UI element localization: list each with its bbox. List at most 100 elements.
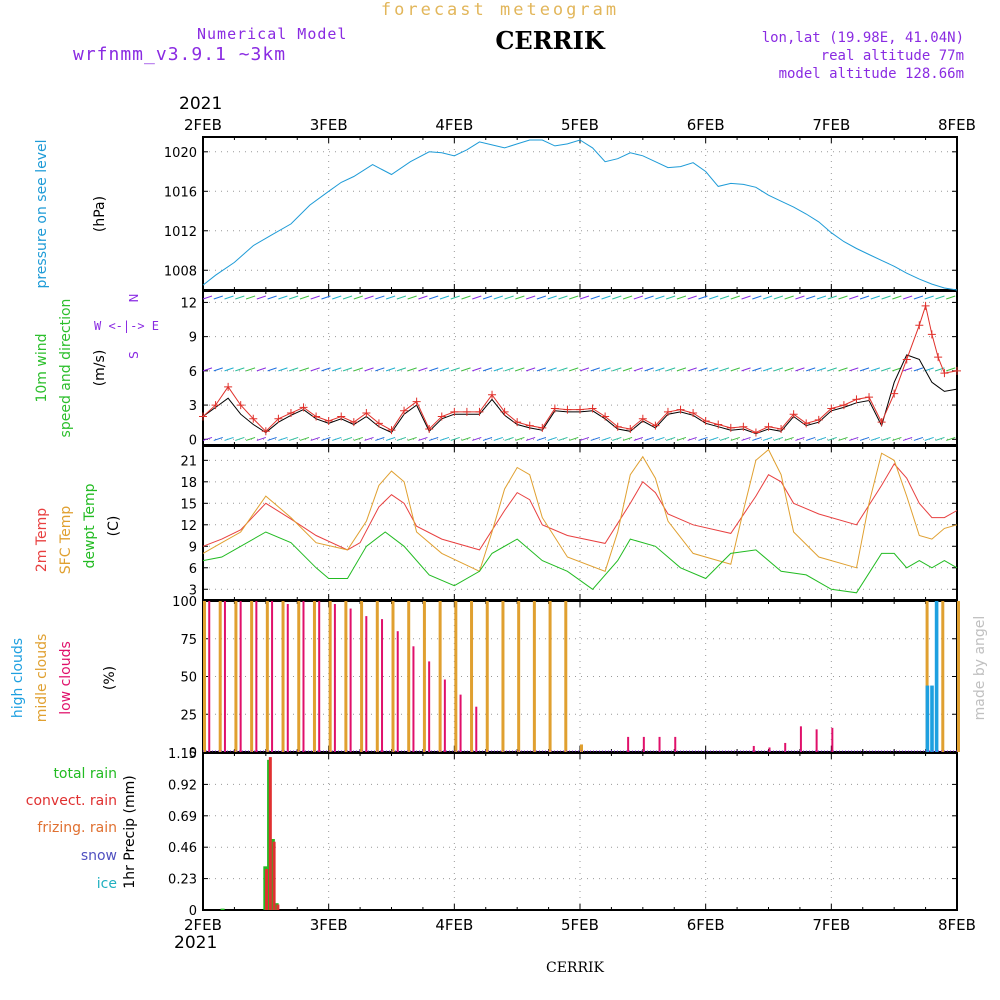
wind-direction-arrow [741,436,751,441]
wind-direction-arrow [558,367,568,372]
x-tick-label-top: 4FEB [435,116,473,134]
wind-direction-arrow [310,436,320,441]
wind-direction-arrow [612,295,622,300]
high-cloud-bar [930,685,934,752]
x-tick-label-bottom: 3FEB [310,916,348,934]
wind-speed-marker [576,405,584,414]
wind-direction-arrow [752,367,762,372]
wind-direction-arrow [267,295,277,300]
wind-direction-arrow [310,367,320,372]
wind-axis-label-line1: 10m wind [34,333,50,402]
wind-direction-arrow [579,295,590,300]
low-cloud-bar [255,601,258,752]
wind-direction-arrow [849,436,859,441]
low-cloud-bar [815,729,818,752]
footer-station: CERRIK [545,960,604,976]
wind-direction-arrow [730,436,740,441]
wind-direction-arrow [439,436,450,441]
wind-direction-arrow [450,295,460,300]
wind-speed-marker [601,412,610,421]
wind-direction-arrow [698,436,708,441]
wind-direction-arrow [946,436,956,441]
mid-cloud-bar [517,601,521,752]
wind-direction-arrow [353,367,363,372]
wind-direction-arrow [762,367,773,372]
mid-cloud-bar [391,601,395,752]
mid-cloud-bar [925,601,929,752]
wind-direction-arrow [827,436,837,441]
station-name: CERRIK [495,26,605,55]
y-tick-label: 3 [189,583,197,598]
wind-direction-arrow [569,367,579,372]
pressure-panel-frame [202,136,958,291]
mid-cloud-bar [203,601,206,752]
x-tick-label-bottom: 2FEB [184,916,222,934]
wind-direction-arrow [289,295,299,300]
wind-direction-arrow [935,436,945,441]
wind-direction-arrow [935,295,945,300]
wind-direction-arrow [245,367,256,372]
mid-cloud-bar [250,601,254,752]
wind-direction-arrow [525,367,536,372]
wind-direction-arrow [902,436,913,441]
high-cloud-bar [925,685,930,752]
wind-speed-marker [374,419,383,428]
real-altitude-label: real altitude 77m [820,48,964,64]
low-cloud-bar [333,604,336,752]
total-rain-bar [220,908,225,910]
wind-direction-arrow [590,436,600,441]
wind-direction-arrow [892,436,902,441]
mid-cloud-bar [454,601,458,752]
pressure-axis-label: pressure on see level [34,139,50,288]
wind-speed-marker [839,401,848,410]
wind-direction-arrow [741,295,751,300]
temp-axis-label-sfc: SFC Temp [58,506,74,575]
wind-speed-marker [488,390,497,399]
wind-direction-arrow [827,367,837,372]
wind-direction-arrow [504,367,514,372]
wind-speed-marker [676,405,685,414]
wind-direction-arrow [795,436,805,441]
low-cloud-bar [443,679,446,752]
wind-direction-arrow [202,295,213,300]
wind-direction-arrow [569,436,579,441]
wind-direction-arrow [859,295,870,300]
x-tick-label-bottom: 6FEB [687,916,725,934]
x-tick-label-bottom: 4FEB [435,916,473,934]
wind-direction-arrow [762,295,773,300]
wind-direction-arrow [719,367,730,372]
wind-direction-arrow [698,367,708,372]
wind-speed-marker [726,423,735,432]
wind-direction-arrow [482,367,493,372]
wind-direction-arrow [709,295,719,300]
wind-direction-arrow [730,295,740,300]
wind-direction-arrow [472,295,482,300]
wind-direction-arrow [569,295,579,300]
cloud-unit-label: (%) [102,666,118,690]
wind-direction-arrow [224,295,234,300]
mid-cloud-bar [344,601,348,752]
wind-direction-arrow [892,367,902,372]
wind-direction-arrow [633,367,644,372]
wind-direction-arrow [913,295,924,300]
y-tick-label: 6 [189,365,197,380]
wind-direction-arrow [407,436,417,441]
wind-direction-arrow [827,295,837,300]
wind-direction-arrow [256,436,267,441]
wind-direction-arrow [752,295,762,300]
wind-direction-arrow [687,367,697,372]
y-tick-label: 0 [189,433,197,448]
wind-direction-arrow [579,436,590,441]
y-tick-label: 9 [189,540,197,555]
wind-speed-marker [651,421,660,430]
x-tick-label-bottom: 5FEB [561,916,599,934]
wind-speed-marker [921,301,930,310]
mid-cloud-bar [548,601,552,752]
wind-direction-arrow [493,367,503,372]
wind-direction-arrow [676,436,687,441]
model-label: Numerical Model [197,25,348,43]
wind-speed-marker [324,417,333,426]
lonlat-label: lon,lat (19.98E, 41.04N) [761,30,964,46]
temperature-panel-frame [202,445,958,601]
wind-direction-arrow [396,367,407,372]
